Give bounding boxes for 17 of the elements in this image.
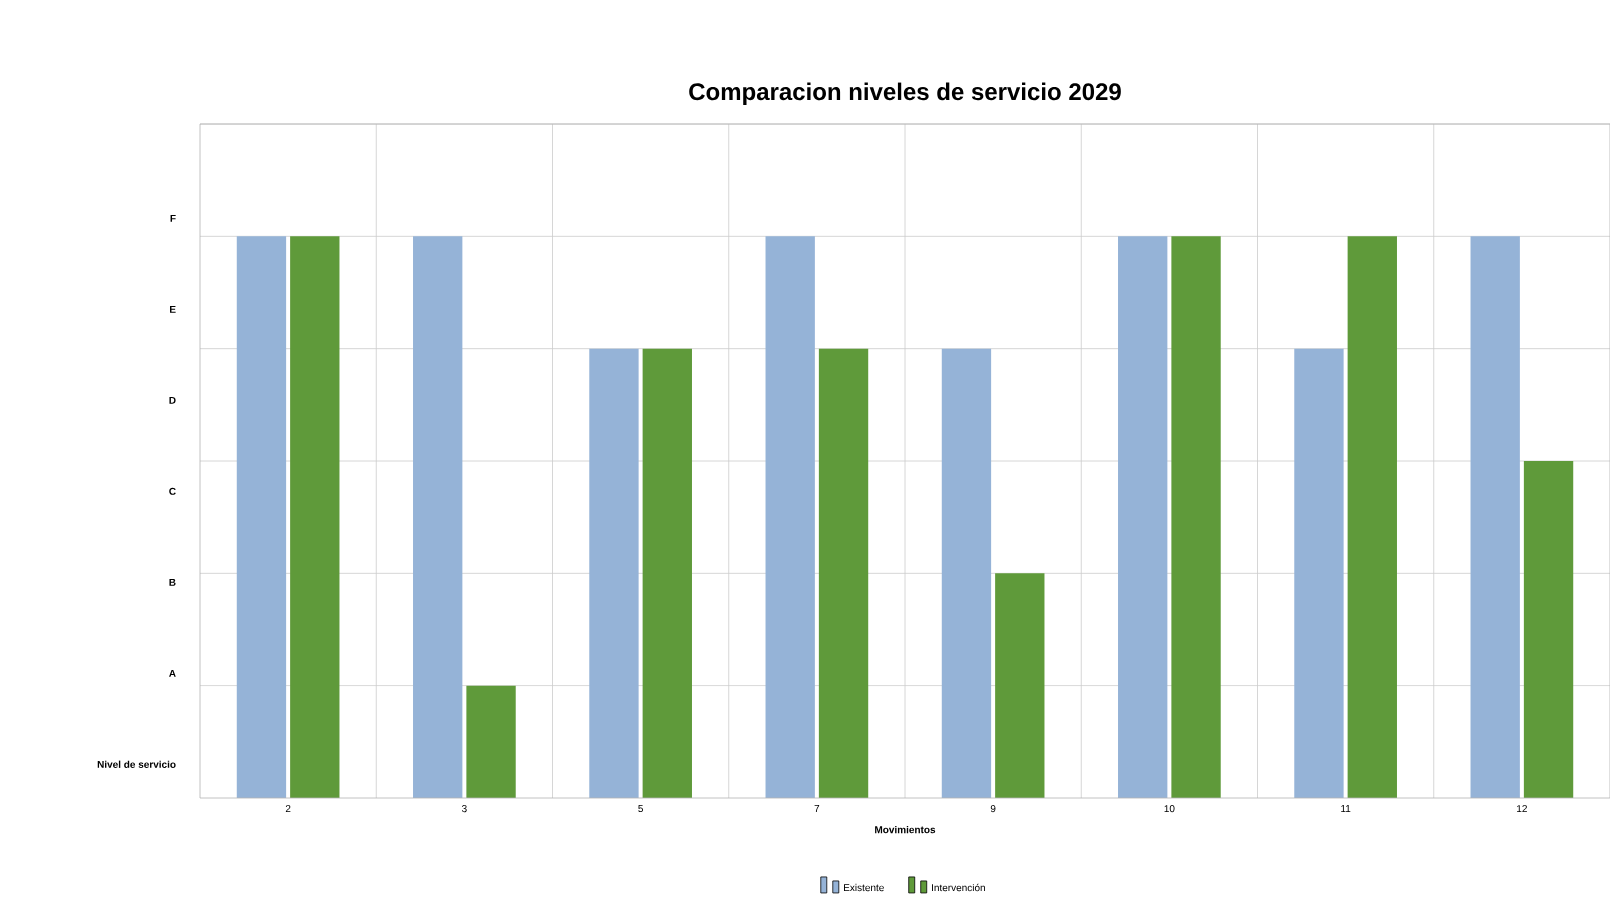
bar: [413, 236, 463, 798]
bar: [1470, 236, 1520, 798]
bar: [995, 573, 1045, 798]
bar: [1347, 236, 1397, 798]
bar: [818, 348, 869, 798]
bar: [642, 348, 692, 798]
bar: [1171, 236, 1221, 798]
chart-title: Comparacion niveles de servicio 2029: [689, 82, 1121, 105]
bar: [466, 685, 516, 798]
bar: [765, 236, 815, 798]
bar: [1118, 236, 1168, 798]
bar: [1523, 461, 1574, 798]
bar: [1294, 348, 1344, 798]
bar: [941, 348, 992, 798]
bar: [236, 236, 287, 798]
bar: [589, 348, 639, 798]
bar: [290, 236, 340, 798]
